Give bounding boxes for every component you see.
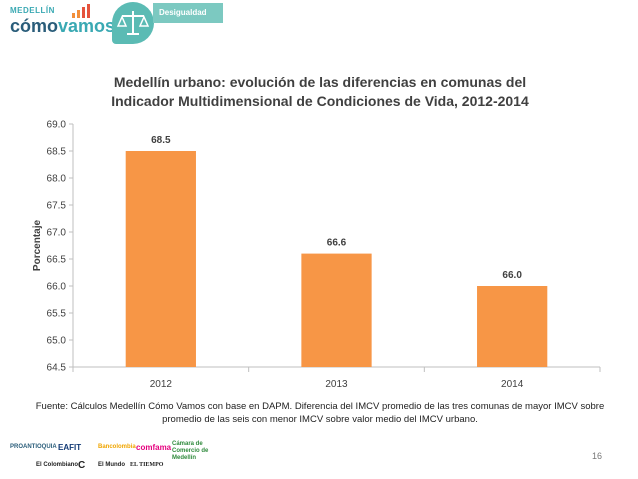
sponsor-logo-el-mundo: El Mundo	[98, 462, 125, 468]
data-label-2013: 66.6	[327, 238, 347, 249]
page-number: 16	[591, 451, 602, 461]
x-tick-label-2013: 2013	[325, 379, 348, 390]
sponsor-logo-el-colombiano: El Colombiano	[36, 462, 78, 468]
data-label-2014: 66.0	[502, 270, 522, 281]
topic-badge	[112, 2, 154, 44]
source-note: Fuente: Cálculos Medellín Cómo Vamos con…	[30, 400, 610, 426]
bar-2012	[125, 151, 196, 367]
y-tick-label: 67.0	[47, 228, 67, 239]
chart-title-line-2: Indicador Multidimensional de Condicione…	[111, 93, 529, 109]
y-axis-title: Porcentaje	[32, 219, 43, 271]
x-tick-label-2012: 2012	[150, 379, 173, 390]
logo-word-a: cómo	[10, 16, 59, 36]
logo-city: MEDELLÍN	[10, 6, 55, 15]
y-tick-label: 66.0	[47, 282, 67, 293]
chart-title: Medellín urbano: evolución de las difere…	[60, 73, 580, 111]
y-tick-label: 69.0	[47, 120, 67, 131]
source-line-2: promedio de las seis con menor IMCV sobr…	[162, 414, 478, 425]
y-tick-label: 65.0	[47, 336, 67, 347]
y-tick-label: 66.5	[47, 255, 67, 266]
sponsor-logo-eafit: EAFIT	[58, 443, 82, 452]
chart-title-line-1: Medellín urbano: evolución de las difere…	[113, 74, 527, 90]
logo-bars-icon	[72, 4, 90, 18]
sponsor-logo-c: C	[78, 460, 86, 471]
sponsor-logo-bancolombia: Bancolombia	[98, 444, 136, 450]
y-tick-label: 68.5	[47, 147, 67, 158]
sponsor-logo-proantioquia: PROANTIOQUIA	[10, 444, 57, 450]
topic-label: Desigualdad	[153, 3, 223, 23]
x-tick-label-2014: 2014	[501, 379, 524, 390]
y-tick-label: 64.5	[47, 363, 67, 374]
source-line-1: Fuente: Cálculos Medellín Cómo Vamos con…	[35, 401, 605, 412]
sponsor-logos: PROANTIOQUIA EAFIT Bancolombia comfama C…	[10, 440, 250, 476]
medellin-como-vamos-logo: MEDELLÍN cómovamos	[10, 6, 115, 37]
bar-2013	[301, 253, 372, 367]
y-tick-label: 67.5	[47, 201, 67, 212]
logo-wordmark: cómovamos	[10, 16, 115, 37]
sponsor-logo-camara-comercio: Cámara de Comercio de Medellín	[172, 441, 209, 461]
y-tick-label: 68.0	[47, 174, 67, 185]
sponsor-logo-el-tiempo: EL TIEMPO	[130, 462, 164, 468]
sponsor-logo-comfama: comfama	[136, 443, 172, 452]
data-label-2012: 68.5	[151, 135, 171, 146]
header: MEDELLÍN cómovamos Desigualdad	[0, 0, 638, 60]
logo-word-b: vamos	[58, 16, 116, 36]
scales-icon	[116, 11, 150, 35]
y-tick-label: 65.5	[47, 309, 67, 320]
bar-2014	[477, 286, 548, 367]
